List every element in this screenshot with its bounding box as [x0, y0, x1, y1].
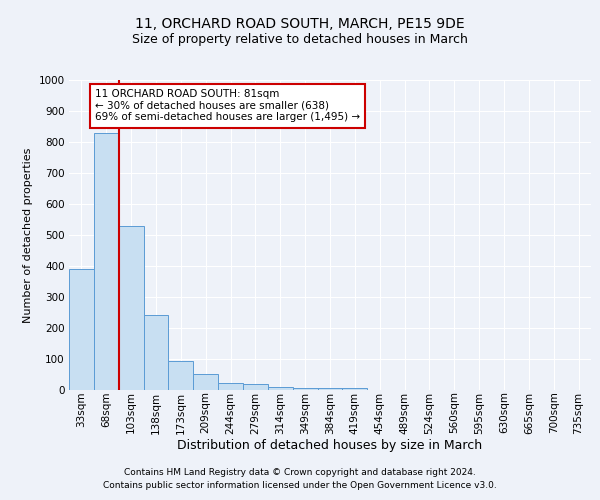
Bar: [94, 132, 119, 390]
Bar: [293, 388, 317, 390]
Y-axis label: Number of detached properties: Number of detached properties: [23, 148, 33, 322]
Text: 11, ORCHARD ROAD SOUTH, MARCH, PE15 9DE: 11, ORCHARD ROAD SOUTH, MARCH, PE15 9DE: [135, 18, 465, 32]
Bar: [193, 374, 218, 390]
Text: 11 ORCHARD ROAD SOUTH: 81sqm
← 30% of detached houses are smaller (638)
69% of s: 11 ORCHARD ROAD SOUTH: 81sqm ← 30% of de…: [95, 90, 360, 122]
Text: Size of property relative to detached houses in March: Size of property relative to detached ho…: [132, 32, 468, 46]
Text: Contains HM Land Registry data © Crown copyright and database right 2024.: Contains HM Land Registry data © Crown c…: [124, 468, 476, 477]
Text: Contains public sector information licensed under the Open Government Licence v3: Contains public sector information licen…: [103, 480, 497, 490]
Bar: [69, 269, 94, 390]
Bar: [317, 388, 343, 390]
Bar: [243, 384, 268, 390]
Bar: [218, 383, 243, 390]
Bar: [343, 388, 367, 390]
Bar: [119, 226, 143, 390]
Bar: [268, 386, 293, 390]
Bar: [169, 360, 193, 390]
Bar: [143, 314, 169, 390]
X-axis label: Distribution of detached houses by size in March: Distribution of detached houses by size …: [178, 439, 482, 452]
